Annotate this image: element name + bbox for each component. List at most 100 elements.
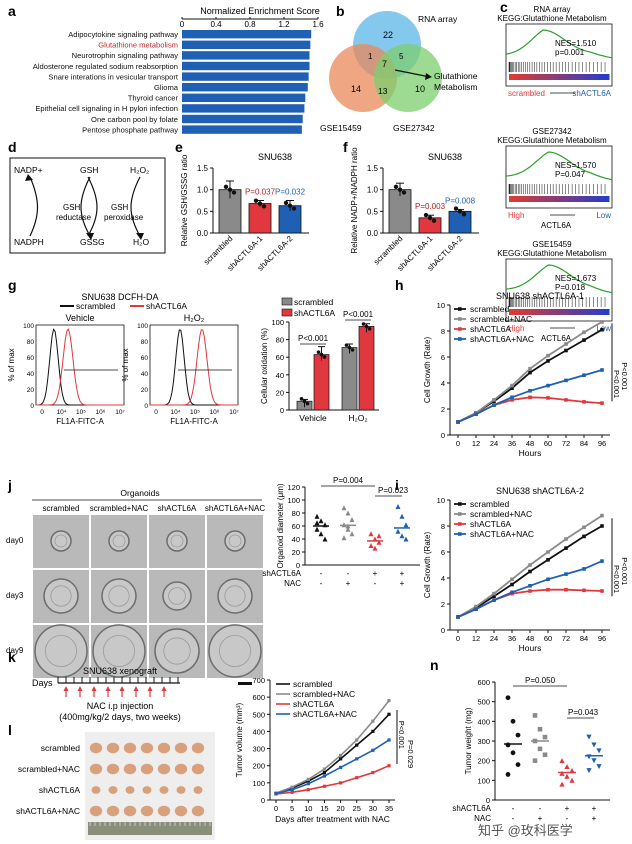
- g-bar-point: [367, 327, 372, 331]
- panel-a-bar: [182, 83, 308, 92]
- g-facs-ytick: 100: [137, 323, 148, 330]
- panel-a-category-label: Pentose phosphate pathway: [82, 125, 178, 134]
- m-line: [275, 739, 390, 795]
- l-tumor: [174, 763, 188, 775]
- panel-letter-h: h: [395, 277, 404, 293]
- g-bar-point: [344, 343, 349, 347]
- n-sign: -: [512, 814, 515, 823]
- g-facs-histogram: [36, 327, 124, 406]
- j-row-condition: NAC: [284, 579, 301, 588]
- gsea-gradient-cell: [599, 309, 605, 315]
- gsea-gradient-cell: [599, 196, 605, 202]
- pi-xtick: 36: [508, 634, 516, 643]
- panel-d-border: [9, 157, 166, 254]
- gsea-gradient-cell: [554, 309, 560, 315]
- pf-point: [453, 206, 459, 211]
- gsea-gradient-cell: [579, 74, 585, 80]
- pi-line: [457, 525, 603, 618]
- venn-label-gse15459: GSE15459: [320, 123, 362, 133]
- j-sign: +: [400, 579, 405, 588]
- ph-ytick: 4: [441, 379, 445, 388]
- panel-k: SNU638 xenograft Days NAC i.p injection(40…: [32, 666, 181, 722]
- panel-letter-d: d: [8, 139, 17, 155]
- g-facs-frame: [149, 324, 239, 406]
- g-facs-ytick: 80: [141, 339, 149, 346]
- n-point: [515, 762, 521, 767]
- j-row-label: day9: [6, 646, 24, 655]
- j-point: [314, 526, 320, 532]
- gsea-gradient-cell: [594, 309, 600, 315]
- j-sign: -: [320, 569, 323, 578]
- g-bar-ytick: 20: [276, 388, 284, 397]
- n-point: [537, 746, 543, 752]
- g-facs-ytick: 0: [144, 403, 148, 410]
- m-ytick: 100: [252, 779, 265, 788]
- g-facs-xtick: 0: [154, 409, 158, 416]
- j-point: [349, 531, 355, 537]
- g-facs-ytick: 40: [27, 371, 35, 378]
- n-point: [532, 758, 538, 763]
- panel-a-category-label: Aldosterone regulated sodium reabsorptio…: [33, 62, 178, 71]
- panel-a-ticks: 0 0.4 0.8 1.2 1.6: [180, 17, 324, 29]
- m-legend: scrambled+NAC: [293, 689, 355, 699]
- n-point: [586, 768, 592, 774]
- ph-ytick: 8: [441, 327, 445, 336]
- l-row-label: scrambled: [41, 743, 80, 753]
- ph-legend: scrambled: [470, 304, 509, 314]
- gsea-gradient-cell: [544, 74, 550, 80]
- l-tumor: [140, 742, 154, 754]
- panel-a-category-label: Glioma: [154, 83, 179, 92]
- pe-point: [223, 184, 229, 190]
- j-organoid: [162, 581, 192, 611]
- gsea-title-1: RNA array: [534, 5, 571, 14]
- g-facs-ylabel: % of max: [121, 348, 130, 381]
- pe-point: [227, 187, 233, 192]
- l-tumor: [106, 805, 120, 817]
- d-h2o2: H₂O₂: [130, 165, 149, 175]
- g-facs-xtick: 10⁷: [115, 409, 125, 416]
- pi-line: [457, 560, 603, 618]
- gsea-gradient-cell: [544, 309, 550, 315]
- gsea-gradient-cell: [584, 309, 590, 315]
- n-point: [569, 767, 575, 773]
- pi-xlabel: Hours: [519, 643, 542, 653]
- ph-pvalue-1: P<0.001: [620, 362, 629, 390]
- j-column-label: scrambled: [43, 504, 80, 513]
- j-organoid: [166, 530, 188, 552]
- ph-legend: scrambled+NAC: [470, 314, 532, 324]
- g-facs-histogram: [36, 328, 124, 406]
- d-gsh-reductase-2: reductase: [56, 213, 92, 222]
- gsea-curve: [505, 29, 613, 59]
- g-bar-ytick: 100: [271, 318, 284, 327]
- gsea-frame: [505, 145, 613, 209]
- gsea-gradient-cell: [519, 309, 525, 315]
- panel-letter-f: f: [343, 139, 348, 155]
- gsea-p: P=0.018: [555, 283, 586, 292]
- l-tumor: [108, 786, 118, 794]
- n-sign: +: [592, 814, 597, 823]
- l-tumor: [140, 763, 154, 775]
- venn-arrow-label-2: Metabolism: [434, 82, 477, 92]
- pf-pvalue: P=0.008: [445, 197, 476, 206]
- k-line1: NAC i.p injection: [87, 701, 154, 711]
- g-bar-ytick: 40: [276, 371, 284, 380]
- panel-letter-c: c: [500, 0, 508, 15]
- m-xtick: 25: [353, 804, 361, 813]
- m-ytick: 400: [252, 727, 265, 736]
- g-facs-xtick: 10⁴: [170, 409, 180, 416]
- g-facs-xtick: 10⁶: [210, 409, 220, 416]
- pi-xtick: 24: [490, 634, 498, 643]
- pi-ytick: 2: [441, 600, 445, 609]
- gsea-nes: NES=1.510: [555, 39, 597, 48]
- g-bar-xlabel: Vehicle: [299, 413, 327, 423]
- gsea-gradient-cell: [594, 74, 600, 80]
- m-pvalue-1: P<0.001: [397, 721, 406, 749]
- pf-point: [423, 212, 429, 218]
- venn-count-all: 7: [382, 59, 387, 69]
- gsea-left-label: High: [508, 324, 524, 333]
- g-bar-legend-2: shACTL6A: [294, 308, 335, 318]
- n-ytick: 300: [477, 737, 490, 746]
- ph-legend: shACTL6A: [470, 324, 511, 334]
